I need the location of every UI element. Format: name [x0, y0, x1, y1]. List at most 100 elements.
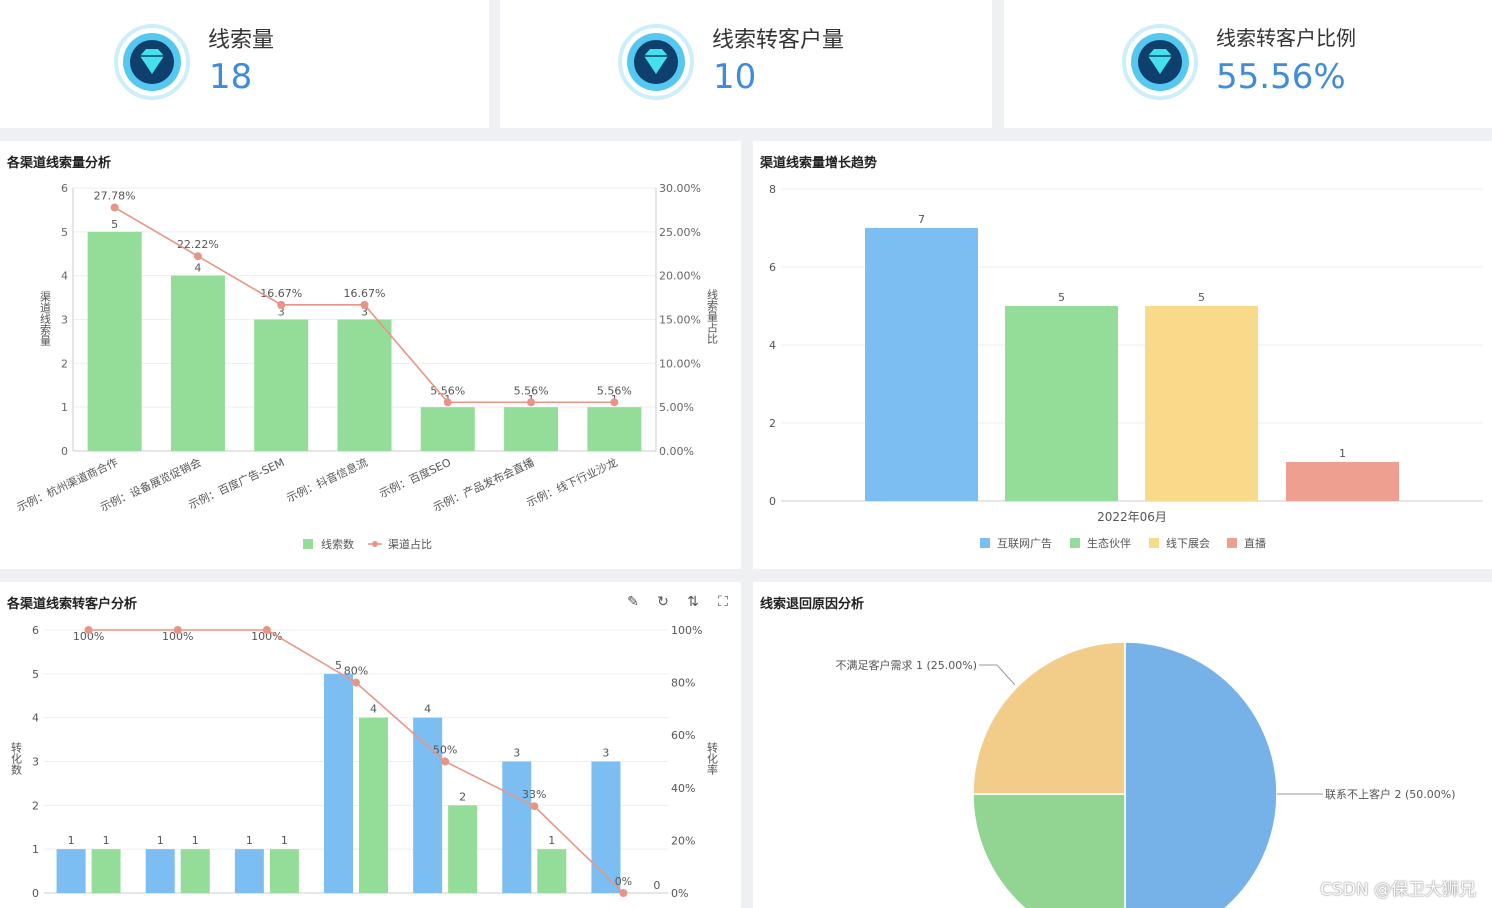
y-tick-label: 3 — [61, 314, 68, 327]
y-axis-title: 渠道线索量 — [39, 291, 52, 346]
line-point — [110, 203, 119, 212]
y2-tick-label: 80% — [671, 677, 695, 690]
line-value-label: 33% — [522, 788, 546, 801]
bar-value-label: 3 — [602, 747, 609, 760]
y-tick-label: 5 — [61, 226, 68, 239]
kpi-card-converted: 线索转客户量 10 — [500, 0, 992, 128]
y-tick-label: 3 — [32, 756, 39, 769]
line-point — [352, 678, 360, 687]
lead-return-pie-chart: 联系不上客户 2 (50.00%) 不满足客户需求 1 (25.00%) — [835, 641, 1456, 908]
chart-toolbar: ✎ ↻ ⇅ ⛶ — [624, 593, 732, 611]
line-value-label: 100% — [251, 630, 282, 643]
bar-value-label: 1 — [68, 834, 75, 847]
line-value-label: 100% — [162, 630, 193, 643]
line-point — [527, 398, 536, 407]
sort-icon[interactable]: ⇅ — [687, 594, 699, 610]
bar-value-label: 1 — [192, 834, 199, 847]
bar — [359, 717, 388, 893]
bar — [324, 673, 353, 893]
bar — [591, 761, 621, 893]
kpi-title: 线索量 — [208, 28, 275, 53]
bar-value-label: 3 — [361, 306, 368, 319]
lead-return-panel: 线索退回原因分析 联系不上客户 2 (50.00%) 不满足客户需求 1 (25.… — [753, 582, 1492, 908]
pie-slice — [972, 641, 1126, 795]
y2-tick-label: 30.00% — [659, 182, 701, 195]
y2-tick-label: 0.00% — [659, 445, 694, 458]
bar-value-label: 1 — [548, 834, 555, 847]
pie-slice — [1124, 641, 1278, 908]
fullscreen-icon[interactable]: ⛶ — [718, 594, 728, 610]
line-point — [277, 300, 286, 309]
diamond-icon — [618, 24, 694, 100]
y-axis-title: 转化数 — [10, 741, 23, 776]
y2-tick-label: 0% — [671, 887, 688, 900]
line-value-label: 5.56% — [514, 384, 549, 397]
data-view-icon[interactable]: ✎ — [627, 594, 639, 610]
kpi-value: 18 — [209, 57, 253, 97]
bar-value-label: 4 — [424, 703, 431, 716]
watermark: CSDN @保卫大狮兄 — [1320, 880, 1476, 900]
y-tick-label: 2 — [61, 357, 68, 370]
bar-value-label: 5 — [111, 218, 118, 231]
bar-value-label: 4 — [194, 262, 201, 275]
line-value-label: 100% — [73, 630, 104, 643]
y-tick-label: 6 — [61, 182, 68, 195]
kpi-title: 线索转客户比例 — [1216, 26, 1356, 50]
bar — [587, 407, 642, 451]
y-tick-label: 8 — [769, 183, 776, 196]
line-value-label: 50% — [433, 744, 457, 757]
bar-value-label: 5 — [1058, 291, 1065, 304]
leads-trend-panel: 渠道线索量增长趋势 0 2 4 6 8 7 5 5 1 2022年06月 互联网广告 生态伙伴 线下展会… — [753, 141, 1492, 569]
bar — [91, 849, 121, 893]
y-tick-label: 4 — [769, 339, 776, 352]
bar — [269, 849, 299, 893]
pie-label: 不满足客户需求 1 (25.00%) — [835, 658, 977, 672]
y2-tick-label: 100% — [671, 624, 702, 637]
x-tick-label: 示例：抖音信息流 — [284, 455, 370, 505]
line-value-label: 5.56% — [597, 384, 632, 397]
kpi-value: 55.56% — [1216, 57, 1346, 97]
line-value-label: 80% — [344, 665, 368, 678]
kpi-card-leads: 线索量 18 — [0, 0, 489, 128]
y2-tick-label: 25.00% — [659, 226, 701, 239]
bar — [56, 849, 86, 893]
refresh-icon[interactable]: ↻ — [657, 594, 669, 610]
line-point — [530, 802, 539, 811]
y2-tick-label: 15.00% — [659, 314, 701, 327]
legend-swatch — [1149, 538, 1159, 548]
legend-label: 直播 — [1244, 536, 1266, 550]
panel-title: 线索退回原因分析 — [760, 597, 865, 612]
pie-label: 联系不上客户 2 (50.00%) — [1325, 787, 1456, 801]
diamond-icon — [1122, 24, 1198, 100]
line-point — [610, 398, 619, 407]
line-value-label: 22.22% — [177, 238, 219, 251]
bar-value-label: 3 — [513, 747, 520, 760]
bar — [1286, 462, 1399, 501]
line-point — [619, 889, 628, 897]
y-tick-label: 4 — [61, 270, 68, 283]
legend-label: 线索数 — [321, 537, 354, 551]
bar — [337, 319, 392, 451]
kpi-card-ratio: 线索转客户比例 55.56% — [1004, 0, 1492, 128]
bar — [87, 231, 142, 451]
pie-slice — [972, 793, 1126, 908]
panel-title: 渠道线索量增长趋势 — [760, 156, 878, 171]
y-tick-label: 1 — [61, 401, 68, 414]
line-point — [193, 252, 202, 261]
line-point — [441, 757, 450, 766]
y-tick-label: 6 — [32, 624, 39, 637]
legend-label: 生态伙伴 — [1087, 536, 1131, 550]
legend-swatch — [303, 539, 313, 549]
y2-tick-label: 60% — [671, 729, 695, 742]
line-point — [443, 398, 452, 407]
legend-label: 互联网广告 — [997, 537, 1052, 550]
bar — [1145, 306, 1258, 501]
y2-tick-label: 20.00% — [659, 270, 701, 283]
bar-value-label: 1 — [1339, 447, 1346, 460]
diamond-icon — [114, 24, 190, 100]
legend-label: 线下展会 — [1166, 536, 1210, 550]
line-point — [173, 626, 182, 634]
bar-value-label: 1 — [246, 834, 253, 847]
